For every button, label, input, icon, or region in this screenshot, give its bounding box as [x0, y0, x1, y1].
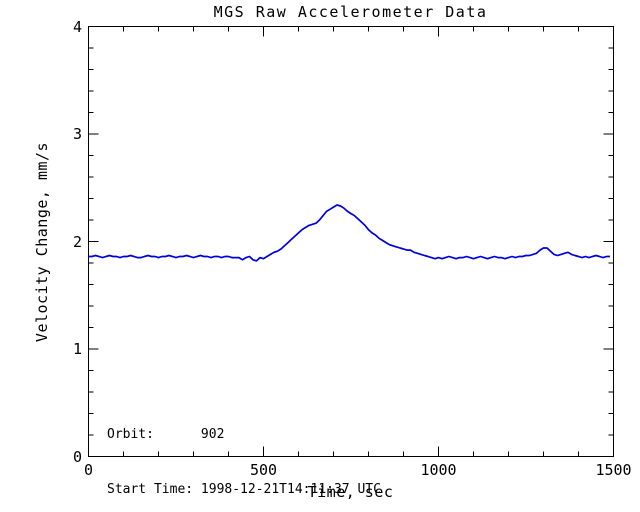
y-tick-label: 2 — [72, 232, 82, 251]
annotation-block: Orbit: 902 Start Time: 1998-12-21T14:11:… — [107, 389, 381, 512]
x-tick-label: 0 — [83, 461, 94, 479]
y-tick-label: 3 — [72, 125, 82, 143]
start-time-annotation: Start Time: 1998-12-21T14:11:37 UTC — [107, 482, 381, 498]
data-line — [88, 204, 610, 262]
y-tick-label: 1 — [72, 340, 82, 358]
chart-title: MGS Raw Accelerometer Data — [213, 3, 488, 21]
orbit-annotation: Orbit: 902 — [107, 426, 225, 442]
x-tick-label: 500 — [249, 461, 278, 479]
x-tick-label: 1500 — [595, 461, 632, 479]
x-axis-label: Time, sec — [307, 483, 394, 501]
x-tick-label: 1000 — [420, 461, 457, 479]
y-tick-label: 4 — [72, 17, 82, 36]
y-tick-label: 0 — [72, 447, 82, 466]
